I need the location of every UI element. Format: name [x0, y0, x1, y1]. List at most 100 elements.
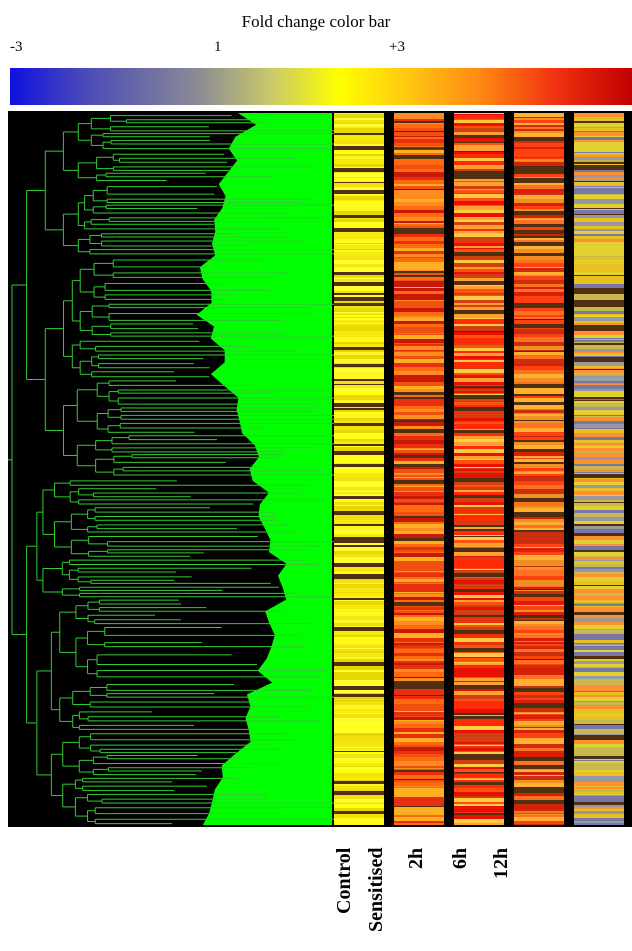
heatmap-cell: [514, 334, 564, 337]
heatmap-cell: [514, 567, 564, 570]
heatmap-cell: [454, 715, 504, 716]
heatmap-cell: [454, 386, 504, 388]
heatmap-cell: [334, 506, 384, 510]
heatmap-cell: [394, 661, 444, 663]
heatmap-cell: [454, 536, 504, 537]
heatmap-cell: [514, 477, 564, 479]
heatmap-cell: [334, 520, 384, 524]
heatmap-cell: [334, 487, 384, 490]
heatmap-cell: [514, 580, 564, 583]
heatmap-cell: [334, 241, 384, 242]
heatmap-cell: [334, 818, 384, 822]
heatmap-cell: [334, 392, 384, 395]
heatmap-cell: [334, 799, 384, 801]
heatmap-cell: [514, 769, 564, 770]
heatmap-cell: [574, 738, 624, 740]
heatmap-cell: [454, 742, 504, 744]
heatmap-cell: [454, 806, 504, 810]
heatmap-cell: [574, 372, 624, 373]
heatmap-cell: [574, 643, 624, 644]
heatmap-cell: [574, 317, 624, 321]
heatmap-cell: [574, 513, 624, 517]
heatmap-cell: [454, 779, 504, 780]
heatmap-cell: [334, 698, 384, 699]
heatmap-cell: [394, 389, 444, 392]
heatmap-cell: [454, 126, 504, 128]
heatmap-cell: [454, 478, 504, 482]
heatmap-cell: [394, 230, 444, 234]
heatmap-cell: [334, 516, 384, 520]
heatmap-cell: [334, 430, 384, 433]
heatmap-cell: [334, 646, 384, 648]
heatmap-cell: [574, 137, 624, 140]
heatmap-cell: [574, 585, 624, 586]
heatmap-cell: [394, 524, 444, 528]
heatmap-cell: [574, 345, 624, 349]
heatmap-cell: [394, 450, 444, 453]
heatmap-cell: [514, 508, 564, 512]
heatmap-cell: [334, 693, 384, 694]
heatmap-cell: [454, 774, 504, 778]
heatmap-cell: [394, 136, 444, 137]
heatmap-cell: [334, 773, 384, 776]
heatmap-cell: [334, 282, 384, 286]
heatmap-cell: [574, 362, 624, 366]
heatmap-cell: [394, 363, 444, 367]
heatmap-cell: [454, 314, 504, 318]
heatmap-cell: [394, 458, 444, 461]
heatmap-cell: [334, 318, 384, 319]
heatmap-cell: [514, 159, 564, 160]
heatmap-cell: [514, 472, 564, 474]
heatmap-cell: [394, 334, 444, 335]
heatmap-cell: [574, 526, 624, 529]
heatmap-cell: [334, 739, 384, 743]
heatmap-cell: [514, 824, 564, 825]
heatmap-cell: [454, 389, 504, 391]
heatmap-cell: [574, 664, 624, 667]
heatmap-cell: [334, 268, 384, 272]
heatmap-cell: [334, 554, 384, 557]
heatmap-cell: [514, 479, 564, 481]
heatmap-cell: [574, 296, 624, 300]
heatmap-cell: [574, 394, 624, 397]
heatmap-cell: [454, 473, 504, 477]
heatmap-cell: [574, 756, 624, 759]
heatmap-cell: [454, 685, 504, 688]
heatmap-panel: [8, 111, 632, 827]
heatmap-cell: [334, 164, 384, 167]
heatmap-cell: [574, 175, 624, 178]
heatmap-cell: [514, 552, 564, 555]
heatmap-cell: [334, 120, 384, 123]
heatmap-cell: [334, 648, 384, 649]
heatmap-cell: [454, 576, 504, 577]
heatmap-cell: [454, 802, 504, 804]
heatmap-cell: [334, 412, 384, 414]
heatmap-cell: [454, 414, 504, 418]
heatmap-cell: [334, 319, 384, 320]
heatmap-cell: [574, 731, 624, 734]
heatmap-cell: [574, 660, 624, 661]
heatmap-cell: [574, 304, 624, 307]
heatmap-cell: [394, 594, 444, 597]
heatmap-cell: [394, 291, 444, 294]
heatmap-cell: [394, 572, 444, 573]
heatmap-cell: [574, 503, 624, 506]
heatmap-cell: [514, 481, 564, 485]
heatmap-cell: [574, 328, 624, 331]
heatmap-cell: [574, 524, 624, 526]
heatmap-cell: [514, 313, 564, 315]
heatmap-cell: [574, 618, 624, 622]
heatmap-cell: [334, 600, 384, 601]
heatmap-cell: [574, 814, 624, 818]
heatmap-cell: [574, 416, 624, 417]
heatmap-cell: [334, 697, 384, 698]
heatmap-cell: [574, 521, 624, 524]
heatmap-cell: [454, 158, 504, 161]
heatmap-cell: [334, 560, 384, 563]
heatmap-column-sensitised: [394, 113, 444, 825]
heatmap-cell: [514, 814, 564, 815]
heatmap-cell: [394, 663, 444, 665]
heatmap-cell: [394, 195, 444, 199]
heatmap-cell: [394, 522, 444, 524]
heatmap-cell: [514, 129, 564, 131]
